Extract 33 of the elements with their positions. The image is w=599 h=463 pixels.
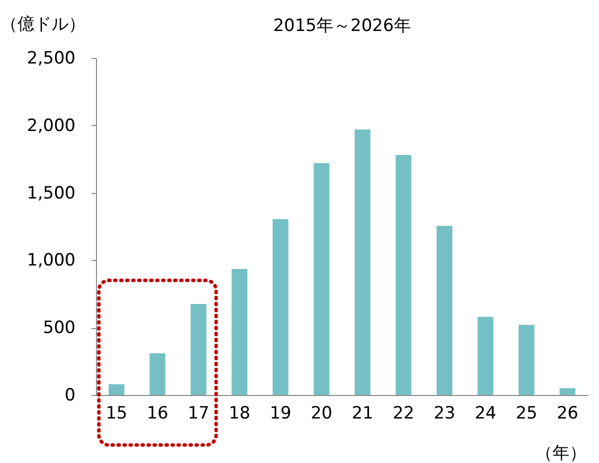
- bar: [560, 388, 576, 395]
- bar: [518, 324, 534, 395]
- x-tick-label: 22: [392, 404, 414, 424]
- y-tick-label: 1,500: [26, 183, 76, 204]
- x-tick-label: 20: [310, 404, 332, 424]
- x-tick-label: 26: [556, 404, 578, 424]
- bar: [190, 304, 206, 395]
- y-tick-label: 500: [43, 318, 76, 338]
- y-tick-label: 0: [64, 386, 76, 406]
- y-tick-label: 2,000: [26, 116, 76, 136]
- bar: [396, 155, 412, 395]
- bar: [436, 226, 452, 395]
- x-axis-title: （年）: [536, 444, 586, 463]
- bar: [272, 219, 288, 395]
- bar: [108, 384, 124, 395]
- x-tick-label: 18: [228, 404, 250, 424]
- bar: [354, 129, 370, 395]
- x-tick-label: 23: [434, 404, 456, 424]
- x-tick-label: 24: [474, 404, 496, 424]
- x-tick-label: 15: [106, 404, 128, 424]
- x-tick-label: 17: [188, 404, 210, 424]
- x-tick-label: 16: [146, 404, 168, 424]
- bar: [232, 268, 248, 395]
- chart-title: 2015年～2026年: [273, 16, 411, 36]
- bar: [478, 316, 494, 395]
- x-tick-label: 21: [352, 404, 374, 424]
- y-axis-title: （億ドル）: [0, 14, 86, 34]
- bar: [314, 163, 330, 395]
- x-tick-label: 25: [516, 404, 538, 424]
- y-tick-label: 2,500: [26, 48, 76, 68]
- x-tick-label: 19: [270, 404, 292, 424]
- y-tick-label: 1,000: [26, 250, 76, 271]
- bar: [150, 353, 166, 395]
